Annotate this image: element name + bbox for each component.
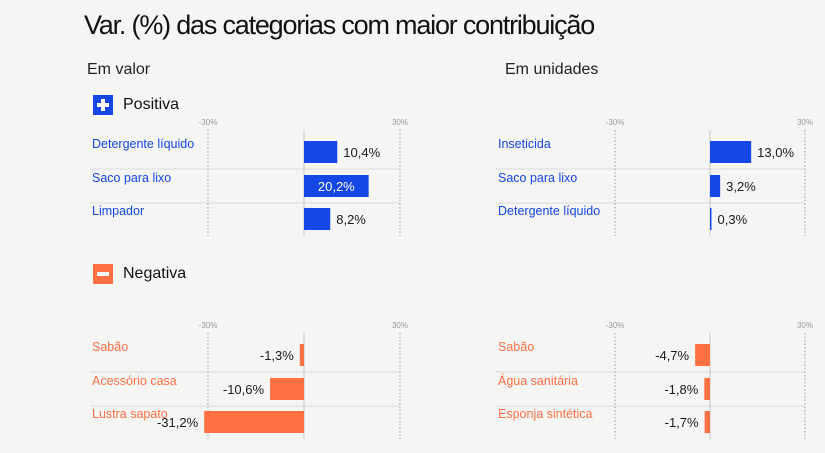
category-label: Esponja sintética [498,407,593,421]
bar [710,208,712,230]
category-label: Saco para lixo [92,171,171,185]
tick-label-max: 30% [797,118,813,127]
category-label: Lustra sapato [92,407,168,421]
value-label: 0,3% [718,212,748,227]
tick-label-min: -30% [606,118,625,127]
bar [304,141,338,163]
subtitle-units: Em unidades [505,61,599,78]
category-label: Inseticida [498,137,551,151]
section-negative-label: Negativa [123,265,187,282]
tick-label-min: -30% [606,321,625,330]
value-label: 3,2% [726,179,756,194]
bar [299,344,304,366]
tick-label-max: 30% [392,321,408,330]
section-positive: Positiva [93,95,179,115]
value-label: -1,8% [664,382,698,397]
value-label: -1,7% [665,415,699,430]
bar [695,344,710,366]
category-label: Detergente líquido [92,137,194,151]
value-label: -1,3% [260,348,294,363]
bar [204,411,304,433]
category-label: Limpador [92,204,144,218]
minus-icon [93,264,113,284]
category-label: Sabão [92,340,128,354]
value-label: -10,6% [223,382,265,397]
bar [710,175,721,197]
bar [304,175,369,197]
bar [304,208,331,230]
category-label: Saco para lixo [498,171,577,185]
value-label: -31,2% [157,415,199,430]
category-label: Detergente líquido [498,204,600,218]
bar [704,378,710,400]
bar [710,141,752,163]
value-label: -4,7% [655,348,689,363]
bar [270,378,304,400]
value-label: 10,4% [343,145,380,160]
page-title: Var. (%) das categorias com maior contri… [84,10,595,40]
value-label: 8,2% [336,212,366,227]
category-label: Água sanitária [498,373,578,388]
plus-icon [93,95,113,115]
bar [704,411,710,433]
section-positive-label: Positiva [123,96,180,113]
tick-label-min: -30% [199,321,218,330]
tick-label-min: -30% [199,118,218,127]
tick-label-max: 30% [797,321,813,330]
category-label: Acessório casa [92,374,177,388]
category-label: Sabão [498,340,534,354]
value-label: 20,2% [318,179,355,194]
subtitle-value: Em valor [87,61,151,78]
tick-label-max: 30% [392,118,408,127]
value-label: 13,0% [757,145,794,160]
section-negative: Negativa [93,264,186,284]
